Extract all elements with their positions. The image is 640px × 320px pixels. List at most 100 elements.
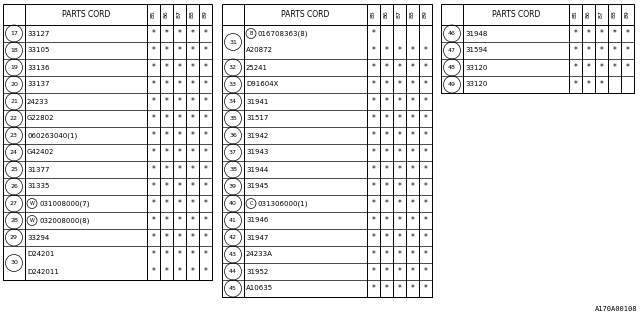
Text: *: * (152, 80, 156, 89)
Text: *: * (164, 233, 168, 242)
Text: *: * (152, 29, 156, 38)
Text: *: * (177, 46, 181, 55)
Text: *: * (385, 199, 388, 208)
Text: 031008000(7): 031008000(7) (39, 200, 90, 207)
Text: 37: 37 (229, 150, 237, 155)
Text: *: * (177, 63, 181, 72)
Text: *: * (164, 250, 168, 259)
Text: W: W (29, 218, 35, 223)
Text: 30: 30 (10, 260, 18, 266)
Text: 87: 87 (599, 11, 604, 19)
Text: 22: 22 (10, 116, 18, 121)
Text: 32: 32 (229, 65, 237, 70)
Text: *: * (164, 131, 168, 140)
Text: *: * (385, 182, 388, 191)
Text: 31947: 31947 (246, 235, 268, 241)
Text: *: * (587, 46, 591, 55)
Text: *: * (152, 267, 156, 276)
Text: *: * (204, 216, 207, 225)
Text: *: * (411, 182, 415, 191)
Text: *: * (152, 165, 156, 174)
Text: *: * (164, 148, 168, 157)
Text: *: * (204, 131, 207, 140)
Text: 33136: 33136 (27, 65, 49, 70)
Text: 31: 31 (229, 39, 237, 44)
Text: *: * (191, 63, 195, 72)
Text: 39: 39 (229, 184, 237, 189)
Text: *: * (397, 148, 401, 157)
Text: *: * (424, 97, 428, 106)
Text: *: * (177, 131, 181, 140)
Text: 31377: 31377 (27, 166, 49, 172)
Text: *: * (191, 267, 195, 276)
Text: *: * (612, 63, 616, 72)
Text: *: * (191, 148, 195, 157)
Text: *: * (152, 216, 156, 225)
Text: *: * (411, 131, 415, 140)
Text: 032008000(8): 032008000(8) (39, 217, 90, 224)
Text: *: * (177, 29, 181, 38)
Text: *: * (372, 233, 376, 242)
Text: 85: 85 (371, 11, 376, 18)
Text: 36: 36 (229, 133, 237, 138)
Text: 43: 43 (229, 252, 237, 257)
Bar (441, 4, 634, 93)
Text: *: * (573, 46, 577, 55)
Text: 19: 19 (10, 65, 18, 70)
Text: *: * (372, 46, 376, 55)
Text: A20872: A20872 (246, 47, 273, 53)
Text: W: W (29, 201, 35, 206)
Text: *: * (424, 63, 428, 72)
Text: *: * (191, 80, 195, 89)
Text: 45: 45 (229, 286, 237, 291)
Text: 28: 28 (10, 218, 18, 223)
Text: *: * (424, 114, 428, 123)
Text: *: * (177, 250, 181, 259)
Text: 87: 87 (177, 11, 182, 19)
Text: 41: 41 (229, 218, 237, 223)
Text: 31517: 31517 (246, 116, 268, 122)
Text: *: * (191, 46, 195, 55)
Text: *: * (411, 148, 415, 157)
Text: 21: 21 (10, 99, 18, 104)
Text: *: * (191, 165, 195, 174)
Text: *: * (385, 165, 388, 174)
Text: *: * (411, 114, 415, 123)
Text: *: * (385, 63, 388, 72)
Text: *: * (164, 114, 168, 123)
Text: *: * (397, 182, 401, 191)
Text: *: * (397, 97, 401, 106)
Text: 31945: 31945 (246, 183, 268, 189)
Bar (222, 4, 432, 297)
Text: *: * (424, 46, 428, 55)
Text: *: * (204, 267, 207, 276)
Text: *: * (191, 250, 195, 259)
Text: *: * (372, 63, 376, 72)
Text: 24233A: 24233A (246, 252, 273, 258)
Text: *: * (204, 165, 207, 174)
Text: 88: 88 (612, 11, 617, 18)
Text: 31594: 31594 (465, 47, 487, 53)
Text: *: * (573, 63, 577, 72)
Text: *: * (411, 46, 415, 55)
Text: *: * (424, 250, 428, 259)
Text: 24: 24 (10, 150, 18, 155)
Text: 88: 88 (190, 11, 195, 18)
Text: *: * (424, 148, 428, 157)
Text: *: * (177, 165, 181, 174)
Text: 86: 86 (384, 11, 389, 18)
Text: 33120: 33120 (465, 65, 488, 70)
Text: *: * (204, 250, 207, 259)
Text: *: * (424, 80, 428, 89)
Text: 47: 47 (448, 48, 456, 53)
Text: *: * (204, 148, 207, 157)
Text: PARTS CORD: PARTS CORD (62, 10, 110, 19)
Text: *: * (385, 80, 388, 89)
Text: *: * (385, 284, 388, 293)
Text: 23: 23 (10, 133, 18, 138)
Text: *: * (204, 80, 207, 89)
Text: *: * (385, 233, 388, 242)
Text: *: * (372, 250, 376, 259)
Text: *: * (397, 267, 401, 276)
Text: *: * (372, 131, 376, 140)
